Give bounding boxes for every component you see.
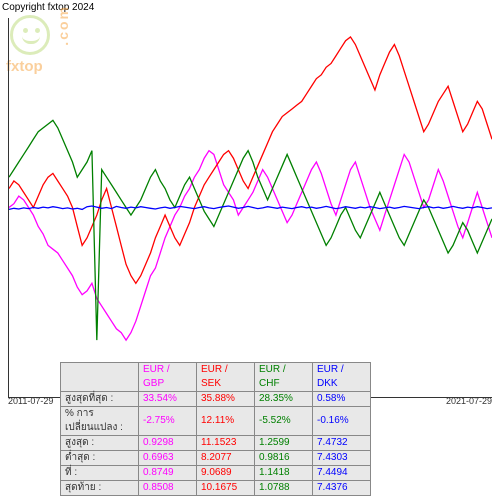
series-line [9, 151, 492, 341]
table-cell: 7.4303 [313, 451, 371, 466]
series-line [9, 120, 492, 340]
table-cell: -0.16% [313, 407, 371, 436]
row-label: ที่ : [61, 466, 139, 481]
table-cell: 0.58% [313, 392, 371, 407]
table-corner [61, 363, 139, 392]
row-label: % การเปลี่ยนแปลง : [61, 407, 139, 436]
table-cell: 1.1418 [255, 466, 313, 481]
table-cell: 11.1523 [197, 436, 255, 451]
table-cell: 7.4494 [313, 466, 371, 481]
row-label: สูงสุด : [61, 436, 139, 451]
table-cell: 35.88% [197, 392, 255, 407]
series-line [9, 37, 492, 283]
column-header: EUR / SEK [197, 363, 255, 392]
table-cell: 28.35% [255, 392, 313, 407]
column-header: EUR / CHF [255, 363, 313, 392]
column-header: EUR / GBP [139, 363, 197, 392]
copyright-text: Copyright fxtop 2024 [2, 2, 94, 13]
table-cell: 7.4376 [313, 481, 371, 496]
table-cell: 0.6963 [139, 451, 197, 466]
table-cell: 7.4732 [313, 436, 371, 451]
row-label: สูงสุดที่สุด : [61, 392, 139, 407]
table-cell: 0.9816 [255, 451, 313, 466]
table-cell: 33.54% [139, 392, 197, 407]
table-cell: -5.52% [255, 407, 313, 436]
x-axis-start: 2011-07-29 [8, 396, 53, 406]
table-cell: 10.1675 [197, 481, 255, 496]
series-line [9, 206, 492, 209]
column-header: EUR / DKK [313, 363, 371, 392]
table-cell: 1.2599 [255, 436, 313, 451]
currency-summary-table: EUR / GBPEUR / SEKEUR / CHFEUR / DKK สูงส… [60, 362, 371, 496]
table-cell: 12.11% [197, 407, 255, 436]
table-cell: 0.8508 [139, 481, 197, 496]
row-label: ต่ำสุด : [61, 451, 139, 466]
row-label: สุดท้าย : [61, 481, 139, 496]
table-cell: 8.2077 [197, 451, 255, 466]
table-cell: 9.0689 [197, 466, 255, 481]
x-axis-end: 2021-07-29 [446, 396, 492, 406]
currency-chart [8, 18, 492, 398]
table-cell: -2.75% [139, 407, 197, 436]
table-cell: 1.0788 [255, 481, 313, 496]
table-cell: 0.8749 [139, 466, 197, 481]
table-cell: 0.9298 [139, 436, 197, 451]
